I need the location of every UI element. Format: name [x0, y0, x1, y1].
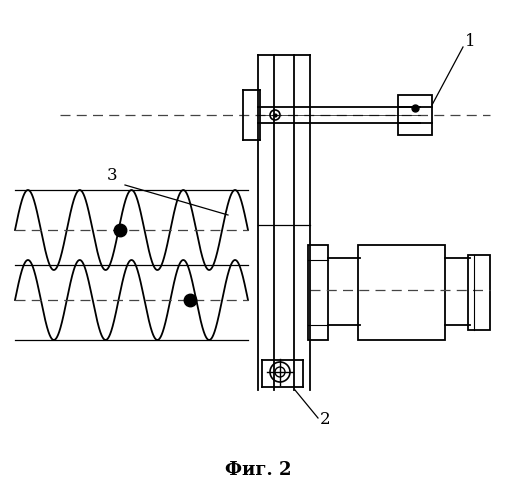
Text: 3: 3	[107, 166, 117, 184]
Bar	[358, 245, 445, 340]
Bar	[308, 245, 328, 340]
Text: Фиг. 2: Фиг. 2	[225, 461, 291, 479]
Text: 1: 1	[465, 34, 476, 50]
Text: 2: 2	[320, 412, 331, 428]
Bar	[468, 255, 490, 330]
Bar	[398, 95, 432, 135]
